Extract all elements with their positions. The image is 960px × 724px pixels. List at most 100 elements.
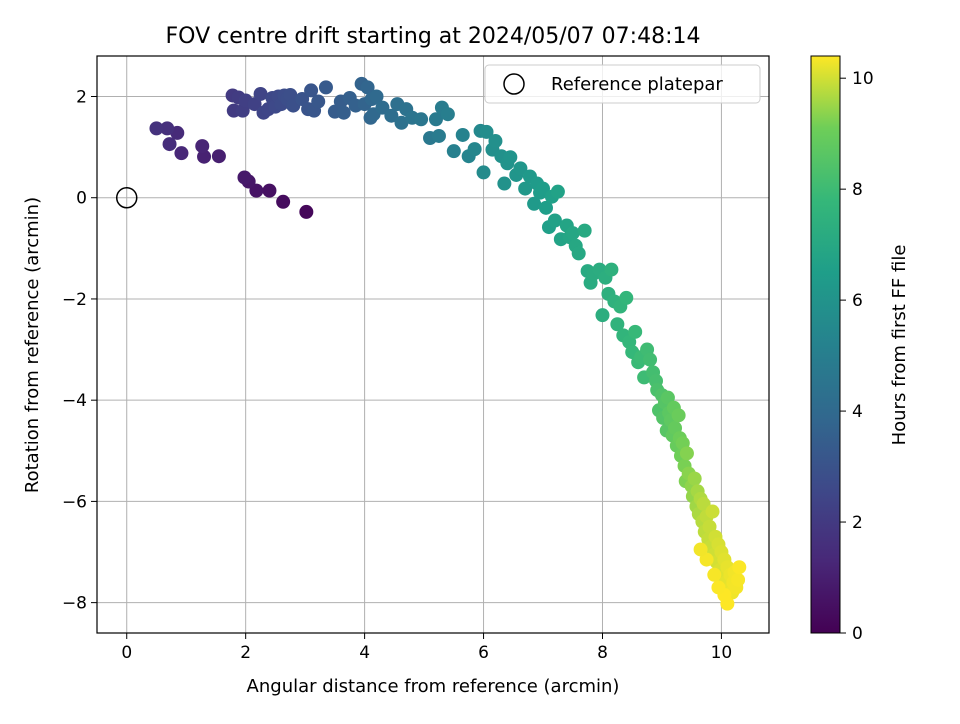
data-point <box>455 127 470 142</box>
colorbar-tick-label: 6 <box>852 291 863 311</box>
data-point <box>318 80 333 95</box>
x-tick-label: 10 <box>711 643 733 663</box>
data-point <box>369 89 384 104</box>
reference-marker-group <box>115 186 138 209</box>
legend-entry-reference: Reference platepar <box>551 74 723 95</box>
y-axis-ticks: −8 −6 −4 −2 0 2 <box>62 87 97 614</box>
colorbar-tick-label: 8 <box>852 180 863 200</box>
data-point <box>299 204 314 219</box>
data-point <box>149 121 164 136</box>
y-axis-label: Rotation from reference (arcmin) <box>22 197 43 493</box>
data-point <box>253 86 268 101</box>
data-point <box>732 560 747 575</box>
data-point <box>643 352 658 367</box>
colorbar-tick-label: 2 <box>852 513 863 533</box>
data-point <box>440 107 455 122</box>
data-point <box>375 100 390 115</box>
data-point <box>547 213 562 228</box>
data-point <box>577 223 592 238</box>
data-point <box>162 137 177 152</box>
data-point <box>276 194 291 209</box>
data-point <box>693 542 708 557</box>
data-point <box>707 567 722 582</box>
data-point <box>295 92 310 107</box>
data-point <box>705 504 720 519</box>
data-point <box>660 390 675 405</box>
data-point <box>595 308 610 323</box>
data-point <box>384 108 399 123</box>
legend: Reference platepar <box>484 64 761 104</box>
data-point <box>479 124 494 139</box>
data-point <box>476 165 491 180</box>
data-point <box>699 552 714 567</box>
scatter-points <box>149 76 747 611</box>
data-point <box>527 196 542 211</box>
data-point <box>497 176 512 191</box>
data-point <box>197 149 212 164</box>
data-point <box>304 83 319 98</box>
reference-marker <box>115 186 138 209</box>
data-point <box>702 519 717 534</box>
data-point <box>467 142 482 157</box>
x-tick-label: 6 <box>478 643 489 663</box>
legend-box <box>484 64 761 104</box>
data-point <box>679 446 694 461</box>
data-point <box>428 112 443 127</box>
data-point <box>687 471 702 486</box>
data-point <box>538 200 553 215</box>
data-point <box>536 181 551 196</box>
y-tick-label: 0 <box>76 189 87 209</box>
y-tick-label: −6 <box>62 492 87 512</box>
x-tick-label: 0 <box>121 643 132 663</box>
colorbar <box>810 55 841 634</box>
data-point <box>610 317 625 332</box>
grid <box>97 56 769 633</box>
data-point <box>571 246 586 261</box>
data-point <box>237 170 252 185</box>
data-point <box>431 128 446 143</box>
colorbar-tick-label: 0 <box>852 624 863 644</box>
data-point <box>283 87 298 102</box>
x-tick-label: 4 <box>359 643 370 663</box>
data-point <box>711 580 726 595</box>
data-point <box>565 226 580 241</box>
data-point <box>160 121 175 136</box>
data-point <box>671 408 686 423</box>
data-point <box>262 183 277 198</box>
legend-marker-icon <box>503 73 525 95</box>
data-point <box>360 80 375 95</box>
data-point <box>336 105 351 120</box>
x-tick-label: 2 <box>240 643 251 663</box>
data-point <box>311 94 326 109</box>
data-point <box>604 262 619 277</box>
data-point <box>174 146 189 161</box>
data-point <box>628 324 643 339</box>
colorbar-tick-label: 4 <box>852 402 863 422</box>
colorbar-tick-label: 10 <box>852 69 874 89</box>
y-tick-label: −2 <box>62 290 87 310</box>
data-point <box>550 184 565 199</box>
data-point <box>446 144 461 159</box>
data-point <box>249 183 264 198</box>
colorbar-label: Hours from first FF file <box>889 245 910 446</box>
data-point <box>394 115 409 130</box>
data-point <box>513 161 528 176</box>
data-point <box>195 139 210 154</box>
chart-title: FOV centre drift starting at 2024/05/07 … <box>166 24 701 49</box>
data-point <box>488 134 503 149</box>
x-axis-label: Angular distance from reference (arcmin) <box>247 676 620 697</box>
y-tick-label: −4 <box>62 391 87 411</box>
colorbar-ticks: 0 2 4 6 8 10 <box>840 69 874 644</box>
data-point <box>211 149 226 164</box>
data-point <box>247 97 262 112</box>
data-point <box>503 150 518 165</box>
x-tick-label: 8 <box>597 643 608 663</box>
y-tick-label: 2 <box>76 87 87 107</box>
data-point <box>619 290 634 305</box>
data-point <box>414 112 429 127</box>
data-point <box>518 181 533 196</box>
data-point <box>731 572 746 587</box>
x-axis-ticks: 0 2 4 6 8 10 <box>121 633 732 663</box>
